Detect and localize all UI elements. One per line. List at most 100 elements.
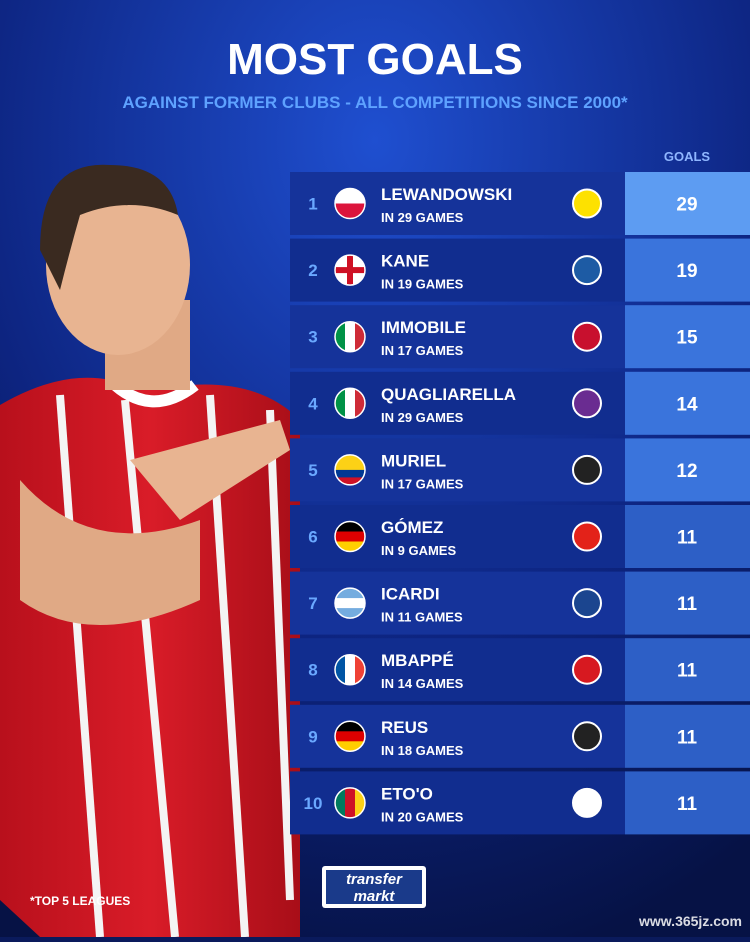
footnote: *TOP 5 LEAGUES: [30, 894, 130, 908]
flag-border: [334, 454, 366, 486]
club-logo: [572, 521, 602, 552]
flag-part: [345, 654, 356, 685]
flag-part: [335, 598, 365, 609]
goals-cell: [625, 305, 750, 369]
flag-part: [335, 454, 365, 463]
flag: [335, 588, 365, 619]
goals-cell: [625, 704, 750, 768]
table: 1 LEWANDOWSKI IN 29 GAMES 29 2 KANE IN 19 GAME…: [290, 172, 750, 835]
games: IN 19 GAMES: [381, 277, 464, 292]
flag-part: [335, 321, 346, 352]
club-logo: [572, 321, 602, 352]
flag-part: [335, 388, 346, 419]
flag: [335, 188, 365, 219]
goals: 29: [676, 195, 697, 216]
club-logo: [572, 654, 602, 685]
flag-part: [335, 531, 365, 542]
club-logo: [572, 588, 602, 619]
rank: 10: [304, 794, 323, 813]
goals: 11: [677, 727, 698, 748]
flag-border: [334, 520, 366, 553]
flag-part: [335, 588, 365, 599]
player-name: ICARDI: [381, 585, 440, 604]
flag: [335, 388, 365, 419]
goals: 11: [677, 528, 698, 549]
games: IN 14 GAMES: [381, 676, 464, 691]
flag-border: [334, 387, 366, 420]
flag-part: [355, 787, 365, 818]
goals: 11: [677, 594, 698, 615]
flag-part: [335, 654, 346, 685]
flag-border: [334, 254, 366, 286]
flag: [335, 255, 365, 286]
flag: [335, 321, 365, 352]
rank: 1: [308, 195, 317, 214]
goals: 15: [676, 328, 698, 349]
flag-part: [355, 388, 365, 419]
flag-part: [335, 608, 365, 619]
player-name: GÓMEZ: [381, 518, 443, 537]
games: IN 17 GAMES: [381, 343, 464, 358]
rank: 7: [308, 594, 317, 613]
goals-cell: [625, 638, 750, 702]
rank: 4: [308, 394, 318, 413]
flag-part: [335, 541, 365, 552]
flag-part: [335, 469, 365, 478]
watermark: www.365jz.com: [638, 913, 742, 929]
subtitle: AGAINST FORMER CLUBS - ALL COMPETITIONS …: [122, 93, 628, 112]
flag-part: [335, 203, 365, 219]
player-name: LEWANDOWSKI: [381, 185, 512, 204]
goals: 11: [677, 661, 698, 682]
flag-border: [334, 653, 366, 686]
flag-part: [335, 787, 346, 818]
rank: 3: [308, 328, 317, 347]
flag-border: [334, 787, 366, 819]
flag: [335, 654, 365, 685]
club-logo: [572, 721, 602, 752]
goals-cell: [625, 771, 750, 835]
flag-part: [335, 521, 365, 532]
goals: 14: [676, 394, 698, 415]
player-name: MBAPPÉ: [381, 651, 454, 670]
flag: [335, 721, 365, 752]
games: IN 20 GAMES: [381, 809, 464, 824]
title: MOST GOALS: [227, 35, 523, 84]
flag-part: [335, 188, 365, 204]
rank: 6: [308, 528, 317, 547]
flag-border: [334, 720, 366, 753]
player-name: IMMOBILE: [381, 318, 466, 337]
games: IN 11 GAMES: [381, 610, 463, 625]
rank: 8: [308, 661, 317, 680]
player-name: MURIEL: [381, 451, 446, 470]
flag-border: [334, 187, 366, 220]
rank: 2: [308, 261, 317, 280]
goals: 12: [676, 461, 697, 482]
flag-border: [334, 587, 366, 619]
goals-cell: [625, 238, 750, 302]
goals-cell: [625, 438, 750, 502]
logo-text: transfer: [346, 871, 403, 888]
flag-part: [335, 462, 365, 471]
player-name: ETO'O: [381, 784, 433, 803]
flag-part: [345, 787, 356, 818]
goals-cell: [625, 172, 750, 235]
club-logo: [572, 188, 602, 219]
club-logo: [572, 787, 602, 818]
games: IN 17 GAMES: [381, 476, 464, 491]
flag-part: [335, 267, 365, 274]
flag: [335, 454, 365, 485]
goals: 19: [676, 261, 697, 282]
flag: [335, 787, 365, 818]
games: IN 9 GAMES: [381, 543, 456, 558]
flag-part: [335, 731, 365, 742]
goals-cell: [625, 371, 750, 435]
club-logo: [572, 255, 602, 286]
club-logo: [572, 388, 602, 419]
player-name: REUS: [381, 718, 428, 737]
club-logo: [572, 454, 602, 485]
games: IN 18 GAMES: [381, 743, 464, 758]
flag-part: [335, 721, 365, 732]
logo: transfer markt: [322, 866, 426, 908]
goals: 11: [677, 794, 698, 815]
